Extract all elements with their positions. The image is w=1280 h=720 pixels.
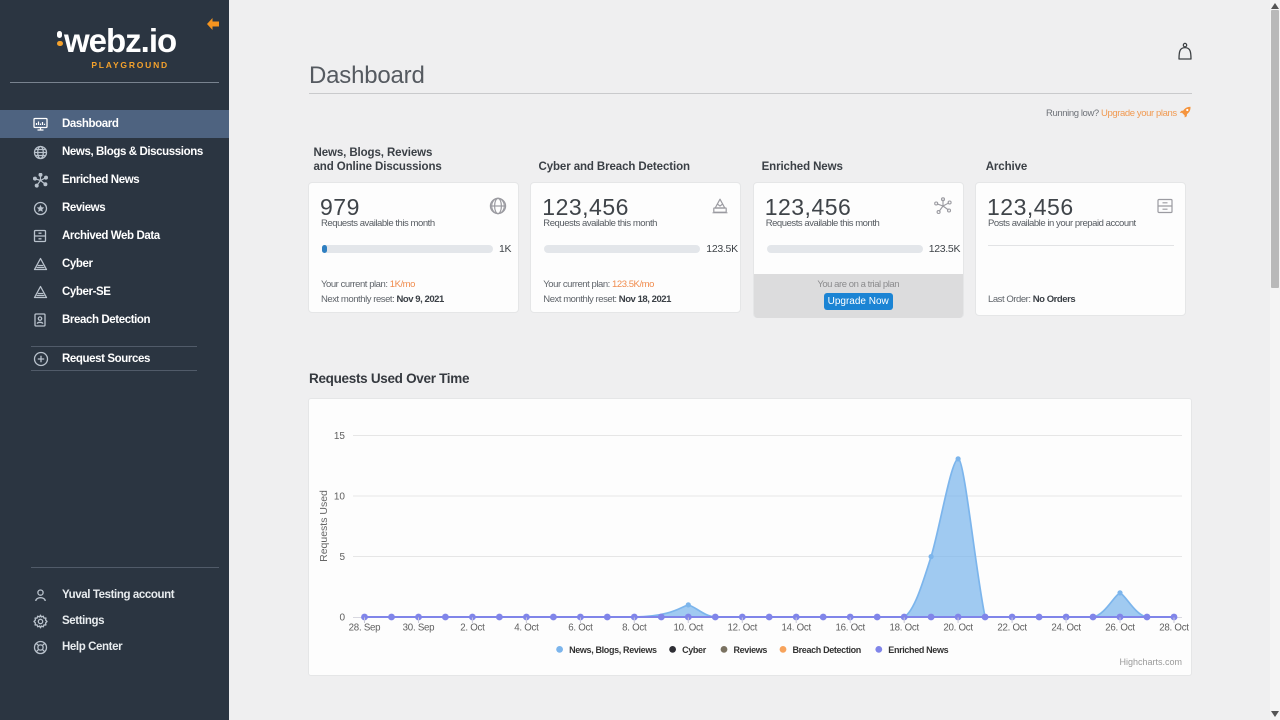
svg-text:28. Oct: 28. Oct — [1159, 623, 1189, 634]
svg-text:10: 10 — [334, 492, 346, 503]
svg-text:20. Oct: 20. Oct — [943, 623, 973, 634]
svg-text:Breach Detection: Breach Detection — [793, 645, 861, 655]
svg-text:28. Sep: 28. Sep — [349, 623, 381, 634]
svg-text:6. Oct: 6. Oct — [568, 623, 593, 634]
svg-text:Reviews: Reviews — [734, 645, 768, 655]
svg-text:16. Oct: 16. Oct — [835, 623, 865, 634]
svg-text:30. Sep: 30. Sep — [403, 623, 435, 634]
svg-text:10. Oct: 10. Oct — [674, 623, 704, 634]
svg-text:Cyber: Cyber — [682, 645, 707, 655]
svg-text:2. Oct: 2. Oct — [460, 623, 485, 634]
svg-text:24. Oct: 24. Oct — [1051, 623, 1081, 634]
svg-text:Enriched News: Enriched News — [888, 645, 948, 655]
svg-text:26. Oct: 26. Oct — [1105, 623, 1135, 634]
svg-text:Highcharts.com: Highcharts.com — [1119, 657, 1182, 667]
svg-text:News, Blogs, Reviews: News, Blogs, Reviews — [569, 645, 657, 655]
svg-text:4. Oct: 4. Oct — [514, 623, 539, 634]
svg-text:12. Oct: 12. Oct — [728, 623, 758, 634]
svg-text:0: 0 — [339, 613, 345, 624]
svg-text:Requests Used: Requests Used — [318, 490, 330, 562]
svg-text:18. Oct: 18. Oct — [889, 623, 919, 634]
svg-text:14. Oct: 14. Oct — [781, 623, 811, 634]
svg-text:15: 15 — [334, 431, 346, 442]
svg-text:22. Oct: 22. Oct — [997, 623, 1027, 634]
svg-text:5: 5 — [339, 552, 345, 563]
svg-text:8. Oct: 8. Oct — [622, 623, 647, 634]
